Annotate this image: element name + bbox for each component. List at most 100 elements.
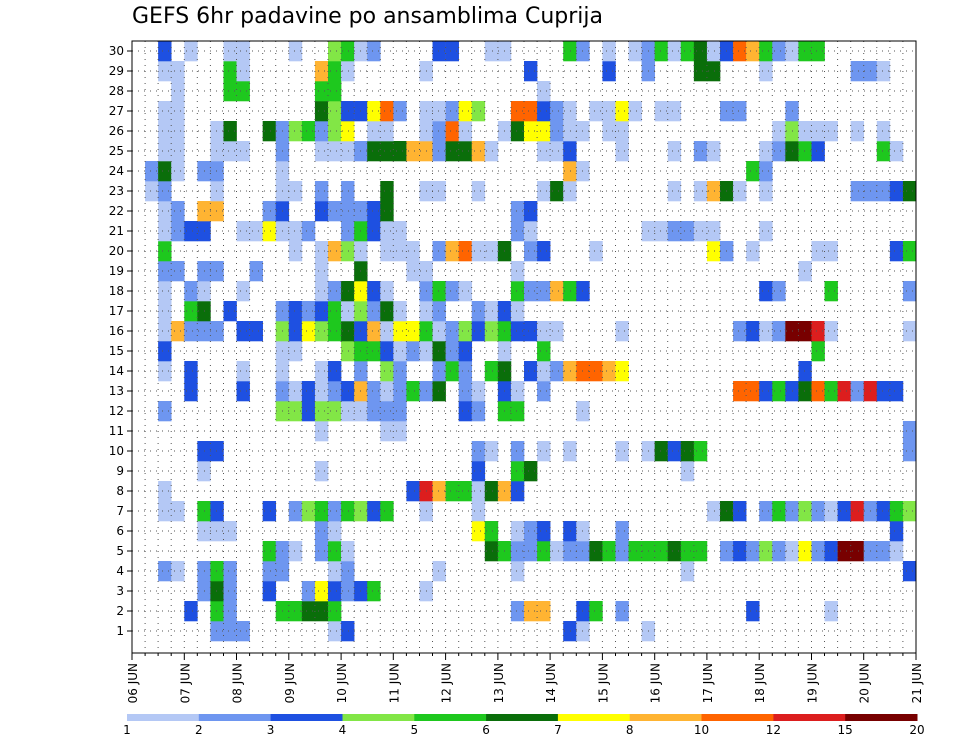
x-tick-label: 12 JUN xyxy=(440,663,454,703)
heatmap-cell xyxy=(314,301,329,322)
heatmap-cell xyxy=(367,221,381,242)
x-tick-label: 14 JUN xyxy=(544,663,558,703)
heatmap-cell xyxy=(380,501,394,522)
heatmap-cell xyxy=(288,221,303,242)
heatmap-cell xyxy=(393,141,407,162)
heatmap-cell xyxy=(902,321,917,342)
heatmap-cell xyxy=(249,221,263,242)
heatmap-cell xyxy=(798,501,812,522)
heatmap-cell xyxy=(798,381,812,402)
heatmap-cell xyxy=(314,201,329,222)
heatmap-cell xyxy=(902,281,917,302)
heatmap-cell xyxy=(184,281,198,302)
heatmap-cell xyxy=(602,361,616,382)
y-tick-label: 3 xyxy=(116,584,124,598)
heatmap-cell xyxy=(798,141,812,162)
heatmap-cell xyxy=(158,101,172,122)
y-tick-label: 24 xyxy=(109,164,124,178)
heatmap-cell xyxy=(288,381,303,402)
heatmap-cell xyxy=(145,181,159,202)
heatmap-cell xyxy=(367,41,381,62)
heatmap-cell xyxy=(393,341,407,362)
heatmap-cell xyxy=(693,441,708,462)
heatmap-cell xyxy=(471,481,486,502)
heatmap-cell xyxy=(171,141,185,162)
heatmap-cell xyxy=(380,361,394,382)
heatmap-cell xyxy=(889,181,904,202)
heatmap-cell xyxy=(615,101,629,122)
heatmap-cell xyxy=(210,601,224,622)
y-tick-label: 26 xyxy=(109,124,124,138)
heatmap-cell xyxy=(589,601,603,622)
colorbar-swatch xyxy=(198,714,272,721)
heatmap-cell xyxy=(288,321,303,342)
heatmap-cell xyxy=(301,321,316,342)
heatmap-cell xyxy=(772,381,786,402)
heatmap-cell xyxy=(524,281,538,302)
heatmap-cell xyxy=(746,41,760,62)
heatmap-cell xyxy=(380,241,394,262)
heatmap-cell xyxy=(393,361,407,382)
heatmap-cell xyxy=(589,541,603,562)
heatmap-cell xyxy=(510,381,525,402)
heatmap-cell xyxy=(471,181,486,202)
heatmap-cell xyxy=(314,361,329,382)
heatmap-cell xyxy=(654,541,669,562)
heatmap-cell xyxy=(432,321,446,342)
heatmap-cell xyxy=(210,581,224,602)
heatmap-cell xyxy=(537,521,551,542)
heatmap-cell xyxy=(902,441,917,462)
heatmap-cell xyxy=(380,121,394,142)
colorbar-label: 6 xyxy=(482,723,490,737)
heatmap-cell xyxy=(210,181,224,202)
heatmap-cell xyxy=(563,41,577,62)
heatmap-cell xyxy=(563,141,577,162)
heatmap-cell xyxy=(850,541,865,562)
heatmap-cell xyxy=(328,601,342,622)
heatmap-cell xyxy=(145,161,159,182)
heatmap-cell xyxy=(184,301,198,322)
heatmap-cell xyxy=(524,101,538,122)
heatmap-cell xyxy=(328,241,342,262)
heatmap-cell xyxy=(367,341,381,362)
heatmap-cell xyxy=(693,541,708,562)
heatmap-cell xyxy=(314,241,329,262)
heatmap-cell xyxy=(158,241,172,262)
colorbar-swatch xyxy=(414,714,487,721)
heatmap-cell xyxy=(484,41,499,62)
heatmap-cell xyxy=(667,41,682,62)
heatmap-cell xyxy=(772,321,786,342)
heatmap-cell xyxy=(380,381,394,402)
heatmap-cell xyxy=(210,121,224,142)
heatmap-cell xyxy=(301,501,316,522)
heatmap-cell xyxy=(537,181,551,202)
heatmap-cell xyxy=(772,141,786,162)
heatmap-cell xyxy=(184,41,198,62)
heatmap-cell xyxy=(314,281,329,302)
heatmap-cell xyxy=(602,61,616,82)
heatmap-cell xyxy=(876,501,891,522)
heatmap-cell xyxy=(236,221,250,242)
heatmap-cell xyxy=(563,621,577,642)
heatmap-cell xyxy=(432,481,446,502)
heatmap-cell xyxy=(458,121,473,142)
heatmap-cell xyxy=(550,541,564,562)
heatmap-cell xyxy=(328,621,342,642)
heatmap-cell xyxy=(314,541,329,562)
y-tick-label: 13 xyxy=(109,384,124,398)
heatmap-cell xyxy=(537,321,551,342)
heatmap-cell xyxy=(341,181,355,202)
heatmap-cell xyxy=(510,461,525,482)
colorbar-label: 3 xyxy=(267,723,275,737)
heatmap-cell xyxy=(667,221,682,242)
heatmap-cell xyxy=(615,521,629,542)
heatmap-cell xyxy=(889,381,904,402)
heatmap-cell xyxy=(236,281,250,302)
heatmap-cell xyxy=(615,141,629,162)
heatmap-cell xyxy=(510,221,525,242)
heatmap-cell xyxy=(380,281,394,302)
x-tick-label: 16 JUN xyxy=(649,663,663,703)
x-tick-label: 06 JUN xyxy=(126,663,140,703)
heatmap-cell xyxy=(824,501,838,522)
heatmap-cell xyxy=(328,61,342,82)
